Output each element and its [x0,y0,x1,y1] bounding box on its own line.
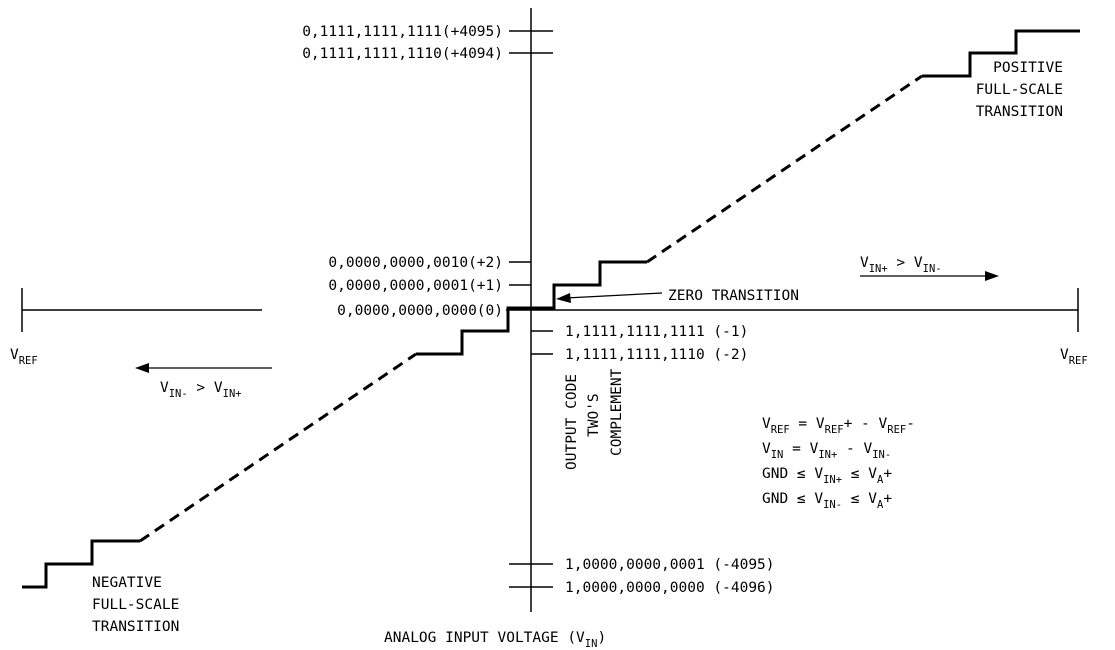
direction-right-label: VIN+ > VIN- [860,255,942,275]
transfer-curve [22,29,1080,589]
code-label-m2: 1,1111,1111,1110 (-2) [565,347,748,363]
staircase-positive-end [922,29,1080,78]
positive-line3: TRANSITION [976,104,1063,120]
negative-fullscale-annotation: NEGATIVE FULL-SCALE TRANSITION [92,575,179,635]
y-axis-title-line3: COMPLEMENT [609,368,625,456]
code-label-max: 0,1111,1111,1111(+4095) [302,24,503,40]
vref-label-left: VREF [10,347,38,367]
code-label-min: 1,0000,0000,0000 (-4096) [565,580,775,596]
code-label-zero: 0,0000,0000,0000(0) [337,303,503,319]
code-ticks [509,30,553,588]
negative-line2: FULL-SCALE [92,597,179,613]
zero-transition-arrow-line [565,292,663,299]
positive-fullscale-annotation: POSITIVE FULL-SCALE TRANSITION [976,60,1063,120]
zero-label-mask [262,301,506,319]
direction-left: VIN- > VIN+ [135,363,272,400]
code-labels-right: 1,1111,1111,1111 (-1) 1,1111,1111,1110 (… [565,324,775,596]
equation-vin-plus-range: GND ≤ VIN+ ≤ VA+ [762,466,892,486]
equation-vin-minus-range: GND ≤ VIN- ≤ VA+ [762,491,892,511]
code-label-p2: 0,0000,0000,0010(+2) [328,255,503,271]
code-label-m1: 1,1111,1111,1111 (-1) [565,324,748,340]
direction-left-label: VIN- > VIN+ [160,380,242,400]
direction-right: VIN+ > VIN- [860,255,999,281]
positive-line2: FULL-SCALE [976,82,1063,98]
staircase-center [416,260,647,356]
y-axis-title-line1: OUTPUT CODE [564,374,580,470]
x-axis-title: ANALOG INPUT VOLTAGE (VIN) [384,630,606,650]
vref-label-right: VREF [1060,347,1088,367]
code-labels-left: 0,1111,1111,1111(+4095) 0,1111,1111,1110… [262,24,506,319]
equation-vref: VREF = VREF+ - VREF- [762,416,915,436]
zero-transition-annotation: ZERO TRANSITION [556,288,799,304]
direction-left-arrowhead [135,363,149,373]
positive-line1: POSITIVE [993,60,1063,76]
equation-vin: VIN = VIN+ - VIN- [762,441,891,461]
zero-transition-arrowhead [556,293,571,303]
zero-transition-label: ZERO TRANSITION [668,288,799,304]
dashed-positive-segment [646,74,923,264]
code-label-max2: 0,1111,1111,1110(+4094) [302,46,503,62]
negative-line1: NEGATIVE [92,575,162,591]
direction-right-arrowhead [985,271,999,281]
y-axis-title-line2: TWO'S [586,393,602,437]
staircase-negative-end [22,539,140,589]
negative-line3: TRANSITION [92,619,179,635]
code-label-min2: 1,0000,0000,0001 (-4095) [565,557,775,573]
y-axis-title: OUTPUT CODE TWO'S COMPLEMENT [564,368,625,470]
code-label-p1: 0,0000,0000,0001(+1) [328,278,503,294]
dashed-negative-segment [139,352,417,543]
equations-block: VREF = VREF+ - VREF- VIN = VIN+ - VIN- G… [762,416,915,511]
